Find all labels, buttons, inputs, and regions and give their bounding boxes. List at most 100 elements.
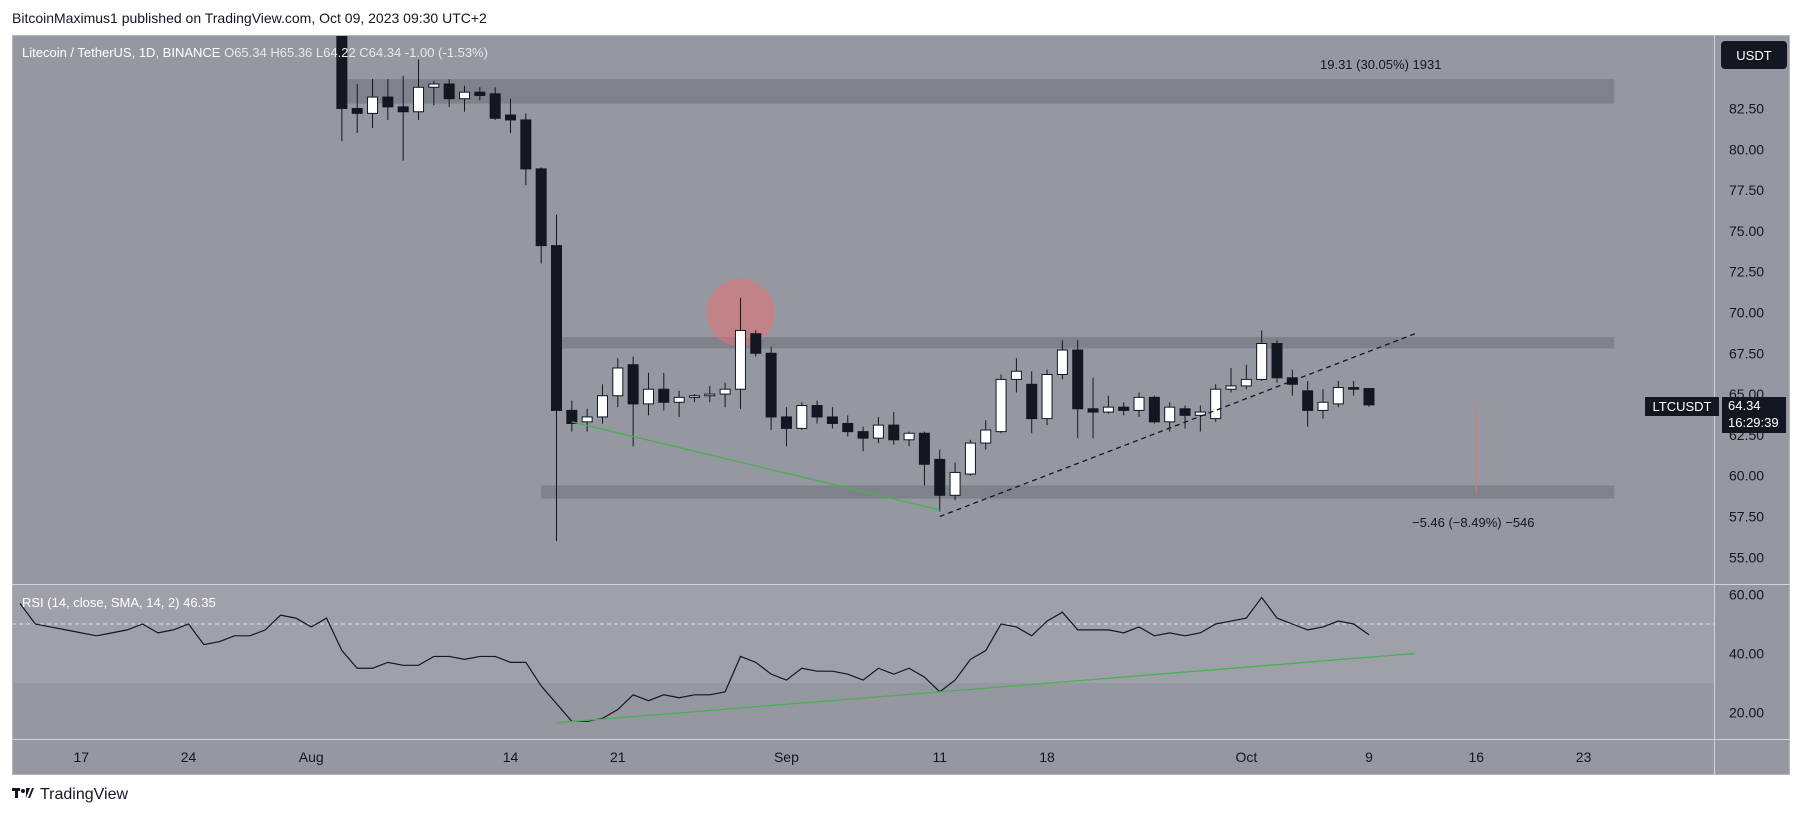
time-tick-label: 9 [1365,749,1373,765]
candle-down [765,352,777,418]
symbol-badge: LTCUSDT [1645,397,1719,416]
candle-down [934,458,946,496]
candle-down [351,108,363,114]
candle-up [719,388,731,395]
resistance-zone [341,79,1615,104]
currency-button[interactable]: USDT [1721,41,1787,69]
candle-up [949,471,961,496]
rsi-divergence-line [556,652,1416,724]
price-tick-label: 70.00 [1729,305,1764,321]
candle-down [1072,349,1084,410]
candle-up [581,416,593,423]
candle-down [826,416,838,424]
price-tick-label: 72.50 [1729,264,1764,280]
candle-down [382,96,394,108]
ascending-support-line [939,333,1416,518]
publisher-line: BitcoinMaximus1 published on TradingView… [12,10,487,26]
rsi-legend: RSI (14, close, SMA, 14, 2) 46.35 [22,595,216,610]
time-tick-label: 23 [1576,749,1592,765]
time-tick-label: 18 [1039,749,1055,765]
measure-up-label: 19.31 (30.05%) 1931 [1320,57,1442,72]
rsi-value: 46.35 [183,595,216,610]
time-tick-label: 11 [932,749,947,765]
candle-down [520,119,532,170]
time-tick-label: 24 [181,749,197,765]
candle-up [964,442,976,475]
candle-up [1041,374,1053,420]
price-pane [336,36,1615,541]
time-tick-label: 17 [73,749,89,765]
candle-up [642,388,654,405]
time-tick-label: Oct [1235,749,1257,765]
candle-up [1164,406,1176,423]
legend-high: H65.36 [270,45,313,60]
candle-up [903,432,915,441]
candle-up [1210,388,1222,420]
candle-up [1256,343,1268,380]
candle-down [397,106,409,113]
candle-down [566,409,578,424]
candle-up [796,405,808,429]
candle-down [780,416,792,429]
rsi-band [12,585,1714,683]
candle-down [489,93,501,119]
candle-up [688,395,700,398]
candle-down [505,114,516,121]
price-tick-label: 82.50 [1729,101,1764,117]
measure-down-label: −5.46 (−8.49%) −546 [1412,515,1535,530]
legend-open: O65.34 [224,45,267,60]
candle-down [1271,343,1283,379]
bullish-divergence-line [571,421,940,511]
candle-up [413,86,425,113]
candle-up [1225,385,1237,390]
legend-change: -1.00 (-1.53%) [404,45,488,60]
candle-up [1102,406,1114,413]
candle-down [627,364,639,405]
candle-up [734,329,746,390]
time-tick-label: 16 [1469,749,1485,765]
time-tick-label: 21 [610,749,626,765]
candle-up [1133,396,1145,411]
tradingview-logo-icon [12,786,34,804]
candle-down [1026,383,1038,420]
rsi-tick-label: 60.00 [1729,587,1764,603]
candle-up [1317,401,1329,411]
price-tick-label: 80.00 [1729,141,1764,157]
candle-down [1148,396,1160,423]
candle-up [872,424,884,439]
candle-down [474,91,486,96]
time-tick-label: Aug [299,749,324,765]
candle-up [1056,349,1068,376]
rsi-tick-label: 40.00 [1729,646,1764,662]
legend-symbol[interactable]: Litecoin / TetherUS, 1D, BINANCE [22,45,221,60]
candle-down [336,36,348,110]
tradingview-logo[interactable]: TradingView [12,786,128,804]
resistance-zone [556,336,1615,349]
candle-down [1179,408,1191,416]
candle-down [857,431,869,439]
time-axis-separator [12,739,1790,740]
candle-up [704,393,716,397]
candle-down [443,83,455,100]
symbol-legend: Litecoin / TetherUS, 1D, BINANCE O65.34 … [22,45,488,60]
legend-close: C64.34 [359,45,402,60]
candle-down [811,405,823,418]
time-tick-label: Sep [774,749,799,765]
candle-down [918,432,930,465]
candle-up [459,91,471,100]
last-price-badge: 64.34 16:29:39 [1722,397,1786,433]
candle-up [995,378,1007,433]
rsi-label[interactable]: RSI (14, close, SMA, 14, 2) [22,595,180,610]
candle-down [888,424,900,441]
rsi-pane [12,585,1714,724]
price-tick-label: 55.00 [1729,549,1764,565]
candle-up [1194,411,1206,416]
candle-up [1332,387,1344,405]
candle-down [1286,377,1298,385]
candle-down [750,333,762,354]
candle-up [596,395,608,418]
candle-down [842,422,854,433]
price-tick-label: 67.50 [1729,345,1764,361]
candle-down [550,245,562,411]
rsi-tick-label: 20.00 [1729,705,1764,721]
